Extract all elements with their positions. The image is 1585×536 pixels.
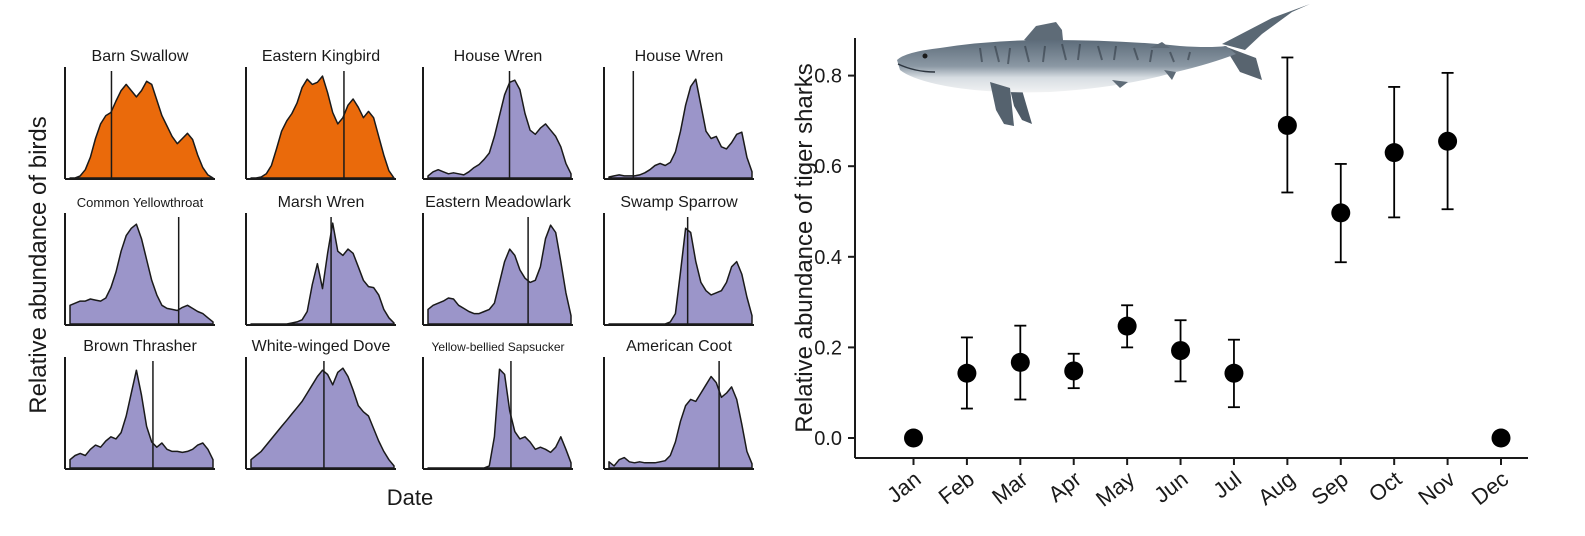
bird-panel-title: Eastern Kingbird (262, 48, 380, 65)
shark-x-tick-label: Jan (882, 466, 925, 508)
shark-x-tick-label: Sep (1307, 466, 1353, 510)
bird-panel: House Wren (422, 48, 573, 180)
birds-y-axis-label: Relative abundance of birds (25, 116, 52, 414)
bird-panel-title: Common Yellowthroat (77, 195, 204, 210)
shark-data-point (1117, 316, 1137, 336)
shark-data-point (904, 428, 923, 448)
shark-data-point (1171, 341, 1191, 361)
bird-panel: American Coot (603, 338, 754, 470)
bird-panel-title: House Wren (454, 48, 543, 65)
shark-x-tick-label: Nov (1413, 466, 1459, 510)
shark-x-tick-label: Feb (934, 466, 979, 509)
shark-x-tick-label: Oct (1364, 466, 1406, 507)
bird-panel-title: Marsh Wren (278, 194, 365, 211)
shark-x-tick-label: Jun (1149, 466, 1192, 508)
bird-density-area (69, 223, 214, 325)
shark-data-point (1491, 428, 1511, 448)
bird-density-panels: Barn Swallow Eastern Kingbird House Wren Ho… (64, 48, 754, 470)
bird-density-area (250, 367, 395, 469)
bird-panel: Eastern Meadowlark (422, 194, 573, 326)
bird-density-area (608, 375, 753, 469)
birds-x-axis-label: Date (387, 485, 433, 510)
bird-density-area (69, 80, 214, 179)
bird-panel: House Wren (603, 48, 754, 180)
bird-panel: Barn Swallow (64, 48, 215, 180)
shark-y-axis-label: Relative abundance of tiger sharks (791, 63, 818, 433)
bird-density-area (250, 222, 395, 325)
tiger-shark-chart: 0.0 0.2 0.4 0.6 0.8 Jan Feb Mar Apr May Jun Jul Aug S… (791, 38, 1528, 512)
shark-data-point (1384, 143, 1404, 163)
shark-y-tick-label: 0.2 (814, 337, 842, 359)
bird-density-area (250, 75, 395, 179)
bird-panel: Yellow-bellied Sapsucker (422, 340, 573, 470)
bird-panel-title: White-winged Dove (252, 338, 391, 355)
bird-density-area (608, 227, 753, 325)
shark-x-tick-label: Aug (1253, 466, 1299, 510)
shark-data-point (957, 363, 977, 383)
shark-y-tick-label: 0.4 (814, 247, 842, 269)
bird-density-area (427, 368, 572, 469)
bird-panel-title: American Coot (626, 338, 732, 355)
bird-panel-title: Barn Swallow (92, 48, 189, 65)
shark-x-tick-label: May (1091, 466, 1139, 511)
bird-panel-title: Swamp Sparrow (620, 194, 738, 211)
bird-panel: Marsh Wren (245, 194, 396, 326)
shark-y-tick-label: 0.6 (814, 156, 842, 178)
bird-panel-title: Eastern Meadowlark (425, 194, 572, 211)
shark-x-tick-label: Apr (1043, 466, 1085, 507)
bird-density-area (427, 224, 572, 325)
shark-x-tick-label: Jul (1208, 466, 1246, 503)
bird-panel-title: Brown Thrasher (83, 338, 197, 355)
bird-density-area (608, 78, 753, 179)
shark-data-point (1331, 203, 1351, 223)
shark-x-tick-label: Dec (1467, 466, 1513, 510)
bird-density-area (427, 79, 572, 179)
shark-data-point (1010, 352, 1030, 372)
bird-panel: Swamp Sparrow (603, 194, 754, 326)
bird-panel: Common Yellowthroat (64, 195, 215, 326)
shark-data-point (1277, 115, 1297, 135)
bird-panel-title: House Wren (635, 48, 724, 65)
bird-density-area (69, 369, 214, 469)
tiger-shark-illustration (897, 4, 1310, 126)
bird-panel: Eastern Kingbird (245, 48, 396, 180)
shark-x-tick-label: Mar (987, 466, 1032, 509)
bird-panel: White-winged Dove (245, 338, 396, 470)
shark-y-tick-label: 0.8 (814, 66, 842, 88)
shark-data-point (1438, 131, 1458, 151)
bird-panel: Brown Thrasher (64, 338, 215, 470)
shark-data-point (1064, 361, 1084, 381)
shark-data-point (1224, 363, 1244, 383)
shark-y-tick-label: 0.0 (814, 428, 842, 450)
bird-panel-title: Yellow-bellied Sapsucker (432, 340, 565, 354)
